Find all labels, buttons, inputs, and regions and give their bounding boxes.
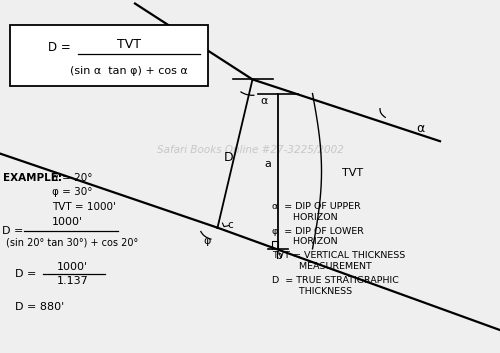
Text: α = 20°: α = 20° [52, 173, 93, 183]
Text: MEASUREMENT: MEASUREMENT [272, 262, 372, 271]
FancyBboxPatch shape [10, 25, 207, 86]
Text: α  = DIP OF UPPER: α = DIP OF UPPER [272, 202, 361, 211]
Text: TVT: TVT [342, 168, 363, 178]
Text: EXAMPLE:: EXAMPLE: [2, 173, 62, 183]
Text: TVT = 1000': TVT = 1000' [52, 202, 116, 211]
Text: THICKNESS: THICKNESS [272, 287, 352, 296]
Text: 1.137: 1.137 [56, 276, 88, 286]
Text: φ = 30°: φ = 30° [52, 187, 93, 197]
Text: b: b [276, 251, 282, 261]
Text: α: α [416, 122, 424, 135]
Text: D =: D = [2, 226, 24, 236]
Text: (sin α  tan φ) + cos α: (sin α tan φ) + cos α [70, 66, 188, 76]
Text: a: a [264, 159, 271, 169]
Text: Safari Books Online #27-3225/2002: Safari Books Online #27-3225/2002 [156, 145, 344, 155]
Text: D  = TRUE STRATIGRAPHIC: D = TRUE STRATIGRAPHIC [272, 276, 400, 285]
Text: TVT = VERTICAL THICKNESS: TVT = VERTICAL THICKNESS [272, 251, 406, 261]
Text: (sin 20° tan 30°) + cos 20°: (sin 20° tan 30°) + cos 20° [6, 238, 138, 247]
Text: TVT: TVT [117, 38, 141, 50]
Text: α: α [260, 96, 268, 106]
Text: c: c [227, 220, 233, 230]
Text: HORIZON: HORIZON [272, 213, 338, 222]
Text: D: D [224, 151, 234, 163]
Text: D =: D = [48, 41, 70, 54]
Text: φ  = DIP OF LOWER: φ = DIP OF LOWER [272, 227, 364, 236]
Text: 1000': 1000' [57, 262, 88, 271]
Text: φ: φ [204, 236, 211, 246]
Text: D =: D = [15, 269, 36, 279]
Text: 1000': 1000' [52, 217, 83, 227]
Text: HORIZON: HORIZON [272, 237, 338, 246]
Text: D = 880': D = 880' [15, 302, 64, 312]
